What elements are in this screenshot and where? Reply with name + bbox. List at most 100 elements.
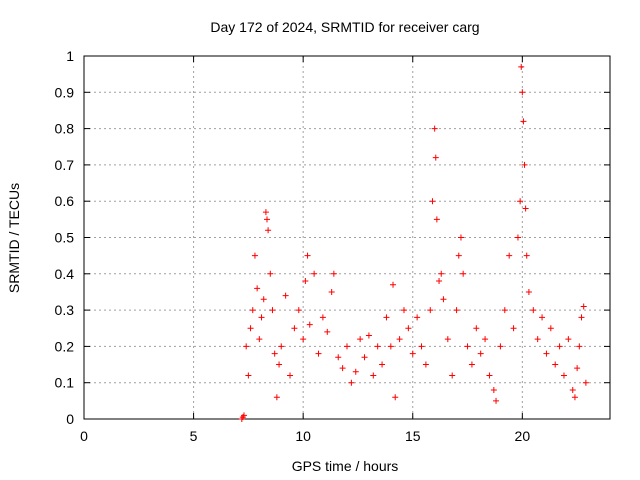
data-point — [365, 332, 372, 339]
data-point — [539, 314, 546, 321]
data-point — [319, 314, 326, 321]
y-tick-label: 1 — [66, 48, 74, 64]
data-point — [422, 361, 429, 368]
data-points — [238, 63, 589, 422]
data-point — [409, 350, 416, 357]
data-point — [330, 270, 337, 277]
data-point — [370, 372, 377, 379]
data-point — [453, 307, 460, 314]
data-point — [571, 394, 578, 401]
data-point — [374, 343, 381, 350]
data-point — [265, 227, 272, 234]
data-point — [455, 252, 462, 259]
data-point — [357, 336, 364, 343]
x-tick-label: 20 — [515, 428, 531, 444]
data-point — [324, 328, 331, 335]
data-point — [440, 296, 447, 303]
data-point — [264, 216, 271, 223]
data-point — [514, 234, 521, 241]
y-tick-label: 0.3 — [55, 302, 75, 318]
data-point — [525, 288, 532, 295]
data-point — [449, 372, 456, 379]
y-tick-label: 0.4 — [55, 266, 75, 282]
y-axis-label: SRMTID / TECUs — [6, 183, 22, 293]
data-point — [501, 307, 508, 314]
data-point — [392, 394, 399, 401]
data-point — [477, 350, 484, 357]
data-point — [556, 343, 563, 350]
x-axis-label: GPS time / hours — [292, 458, 399, 474]
y-tick-label: 0.7 — [55, 157, 75, 173]
data-point — [396, 336, 403, 343]
x-tick-label: 15 — [405, 428, 421, 444]
data-point — [387, 343, 394, 350]
data-point — [245, 372, 252, 379]
data-point — [339, 365, 346, 372]
y-tick-label: 0.9 — [55, 84, 75, 100]
data-point — [276, 361, 283, 368]
data-point — [311, 270, 318, 277]
data-point — [436, 278, 443, 285]
data-point — [552, 361, 559, 368]
chart-title: Day 172 of 2024, SRMTID for receiver car… — [210, 19, 479, 35]
data-point — [427, 307, 434, 314]
data-point — [517, 198, 524, 205]
data-point — [267, 270, 274, 277]
data-point — [510, 325, 517, 332]
data-point — [282, 292, 289, 299]
grid — [84, 56, 610, 419]
data-point — [328, 288, 335, 295]
data-point — [348, 379, 355, 386]
data-point — [295, 307, 302, 314]
data-point — [486, 372, 493, 379]
data-point — [574, 365, 581, 372]
y-tick-label: 0 — [66, 411, 74, 427]
data-point — [315, 350, 322, 357]
data-point — [457, 234, 464, 241]
data-point — [468, 361, 475, 368]
axis-ticks: 00.10.20.30.40.50.60.70.80.910 5 10 15 20 — [55, 48, 610, 444]
data-point — [569, 386, 576, 393]
y-tick-label: 0.6 — [55, 193, 75, 209]
x-tick-label: 10 — [295, 428, 311, 444]
data-point — [565, 336, 572, 343]
data-point — [361, 354, 368, 361]
data-point — [432, 154, 439, 161]
data-point — [300, 336, 307, 343]
data-point — [240, 412, 247, 419]
data-point — [379, 361, 386, 368]
data-point — [260, 296, 267, 303]
data-point — [269, 307, 276, 314]
data-point — [473, 325, 480, 332]
data-point — [582, 379, 589, 386]
data-point — [523, 252, 530, 259]
y-tick-label: 0.1 — [55, 375, 75, 391]
data-point — [414, 314, 421, 321]
data-point — [306, 321, 313, 328]
data-point — [534, 336, 541, 343]
data-point — [520, 118, 527, 125]
data-point — [530, 307, 537, 314]
data-point — [493, 397, 500, 404]
data-point — [405, 325, 412, 332]
data-point — [464, 343, 471, 350]
data-point — [543, 350, 550, 357]
data-point — [522, 205, 529, 212]
data-point — [580, 303, 587, 310]
y-tick-label: 0.8 — [55, 121, 75, 137]
data-point — [400, 307, 407, 314]
data-point — [251, 252, 258, 259]
data-point — [547, 325, 554, 332]
data-point — [490, 386, 497, 393]
data-point — [249, 307, 256, 314]
data-point — [273, 394, 280, 401]
data-point — [418, 343, 425, 350]
data-point — [431, 125, 438, 132]
data-point — [429, 198, 436, 205]
y-tick-label: 0.2 — [55, 338, 75, 354]
y-tick-label: 0.5 — [55, 230, 75, 246]
data-point — [254, 285, 261, 292]
data-point — [344, 343, 350, 350]
data-point — [578, 314, 585, 321]
